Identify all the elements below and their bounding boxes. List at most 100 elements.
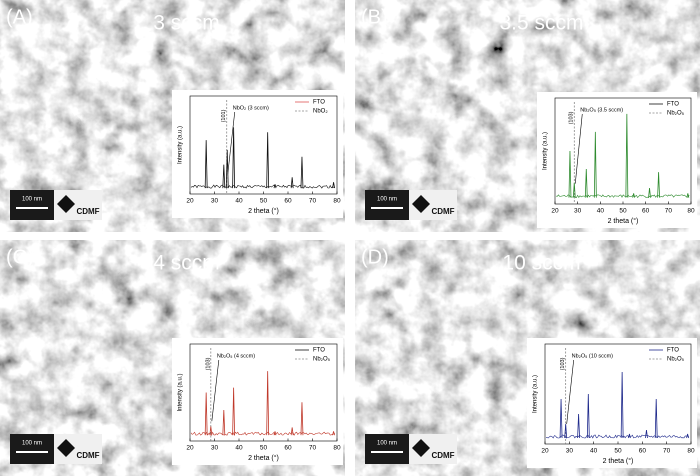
x-tick-label: 20 [186, 198, 194, 205]
x-tick-label: 50 [260, 198, 268, 205]
y-axis-label: Intensity (a.u.) [178, 373, 184, 411]
x-tick-label: 30 [566, 448, 574, 455]
legend-label: FTO [667, 348, 679, 354]
plane-label: (101) [221, 109, 227, 122]
x-tick-label: 80 [687, 208, 695, 215]
annotation-arrow [566, 359, 574, 425]
panel-title: 10 sccm [502, 252, 580, 275]
scale-box [10, 190, 54, 220]
x-tick-label: 20 [186, 445, 194, 452]
xrd-baseline [190, 184, 335, 189]
xrd-peak [648, 188, 651, 198]
annotation-arrow [574, 113, 583, 184]
panel-title: 3.5 sccm [499, 12, 583, 35]
xrd-peak [577, 413, 580, 439]
x-tick-label: 80 [687, 448, 695, 455]
xrd-peak [572, 182, 576, 198]
legend-label: FTO [313, 100, 325, 106]
xrd-peak [625, 113, 629, 198]
scale-box [10, 434, 54, 464]
x-tick-label: 30 [211, 445, 219, 452]
plane-label: (103) [560, 357, 566, 370]
x-axis-label: 2 theta (°) [248, 207, 279, 215]
annotation: Nb₂O₅ (3.5 sccm) [580, 107, 623, 113]
panel-label: (D) [361, 246, 389, 268]
xrd-peak [273, 184, 277, 189]
panel-title: 3 sccm [153, 12, 220, 35]
x-tick-label: 60 [642, 208, 650, 215]
x-tick-label: 70 [665, 208, 673, 215]
xrd-peak [564, 423, 568, 439]
xrd-peak [300, 156, 304, 189]
xrd-peak [686, 193, 690, 198]
x-tick-label: 50 [614, 448, 622, 455]
panel-label: (A) [6, 6, 33, 28]
x-tick-label: 40 [597, 208, 605, 215]
annotation: NbO₂ (3 sccm) [233, 105, 269, 111]
logo-text: CDMF [431, 207, 454, 216]
xrd-peak [225, 149, 229, 189]
panel: (C) 4 sccm 100 nm CDMF Intensity (a.u.) 2 the… [0, 240, 345, 476]
panel-label: (B) [361, 6, 388, 28]
xrd-peak [628, 433, 631, 439]
x-tick-label: 30 [574, 208, 582, 215]
panel: (A) 3 sccm 100 nm CDMF Intensity (a.u.) 2 the… [0, 0, 345, 232]
xrd-peak [657, 172, 660, 198]
xrd-peak [586, 393, 590, 439]
xrd-peak [222, 164, 226, 189]
legend-label: FTO [313, 348, 325, 354]
x-tick-label: 80 [333, 198, 341, 205]
xrd-peak [266, 132, 270, 189]
x-tick-label: 40 [590, 448, 598, 455]
scale-bar-label: 100 nm [22, 441, 42, 447]
xrd-peak [584, 169, 588, 198]
x-tick-label: 60 [284, 445, 292, 452]
annotation: Nb₂O₅ (4 sccm) [217, 353, 255, 359]
inset-background [172, 90, 343, 218]
xrd-peak [232, 127, 236, 189]
x-axis-label: 2 theta (°) [603, 457, 634, 465]
plane-label: (103) [569, 111, 575, 124]
xrd-peak [290, 427, 294, 436]
logo-text: CDMF [431, 451, 454, 460]
x-tick-label: 50 [619, 208, 627, 215]
logo-icon [57, 195, 75, 213]
annotation-arrow [227, 111, 236, 175]
logo-text: CDMF [76, 207, 99, 216]
x-axis-label: 2 theta (°) [608, 217, 639, 225]
panel-label: (C) [6, 246, 34, 268]
x-tick-label: 40 [235, 445, 243, 452]
xrd-peak [620, 371, 624, 439]
xrd-peak [568, 150, 572, 198]
xrd-peak [232, 387, 236, 436]
logo-icon [57, 439, 75, 457]
x-tick-label: 60 [639, 448, 647, 455]
annotation: Nb₂O₅ (10 sccm) [572, 353, 613, 359]
inset-background [172, 338, 343, 465]
x-tick-label: 80 [333, 445, 341, 452]
legend-label: NbO₂ [313, 109, 328, 115]
x-tick-label: 60 [284, 198, 292, 205]
x-tick-label: 70 [309, 445, 317, 452]
xrd-peak [645, 429, 648, 439]
x-tick-label: 50 [260, 445, 268, 452]
panel-title: 4 sccm [153, 252, 220, 275]
xrd-peak [222, 409, 226, 436]
x-axis-label: 2 theta (°) [248, 454, 279, 462]
x-tick-label: 70 [663, 448, 671, 455]
y-axis-label: Intensity (a.u.) [533, 375, 539, 413]
xrd-peak [273, 431, 277, 436]
panel: (B) 3.5 sccm 100 nm CDMF Intensity (a.u.) 2 t… [355, 0, 700, 232]
scale-bar-label: 100 nm [22, 197, 42, 203]
x-tick-label: 20 [551, 208, 559, 215]
panel: (D) 10 sccm 100 nm CDMF Intensity (a.u.) 2 th… [355, 240, 700, 476]
inset-background [527, 338, 697, 468]
xrd-peak [300, 402, 304, 436]
x-tick-label: 30 [211, 198, 219, 205]
logo-icon [412, 439, 430, 457]
xrd-baseline [555, 194, 690, 198]
xrd-baseline [546, 434, 689, 439]
legend-label: Nb₂O₅ [667, 357, 685, 363]
scale-box [365, 434, 409, 464]
